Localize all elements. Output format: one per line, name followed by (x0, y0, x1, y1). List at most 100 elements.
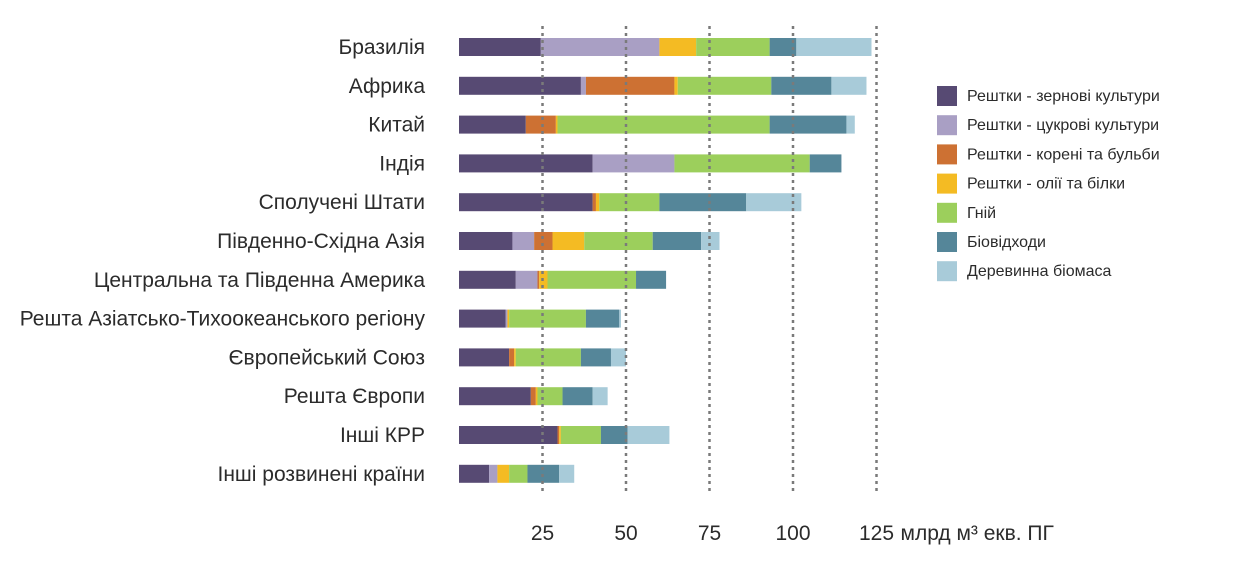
bar-segment (701, 232, 720, 250)
category-label: Решта Азіатсько-Тихоокеанського регіону (20, 308, 426, 331)
category-label: Африка (349, 75, 426, 98)
bar-segment (557, 115, 770, 134)
bars (459, 38, 872, 483)
legend-swatch (937, 232, 957, 252)
bar-segment (459, 387, 531, 406)
legend-label: Біовідходи (967, 234, 1046, 251)
bar-segment (559, 426, 561, 444)
gridlines (541, 26, 878, 495)
bar-segment (459, 76, 581, 95)
bar-segment (600, 426, 628, 444)
bar-segment (537, 270, 540, 289)
bar-segment (507, 309, 510, 328)
bar-segment (509, 348, 515, 367)
x-tick-label: 50 (614, 522, 637, 545)
legend-swatch (937, 115, 957, 136)
bar-segment (555, 115, 558, 134)
legend-label: Гній (967, 205, 996, 222)
bar-segment (515, 270, 538, 289)
legend-swatch (937, 173, 957, 194)
bar-segment (846, 115, 855, 134)
bar-segment (831, 76, 867, 95)
bar-segment (592, 387, 608, 406)
bar-segment (527, 464, 560, 483)
bar-segment (459, 154, 593, 173)
bar-segment (562, 387, 593, 406)
bar-segment (559, 464, 575, 483)
legend-label: Рештки - зернові культури (967, 88, 1160, 105)
bar-segment (595, 193, 600, 212)
category-label: Інші розвинені країни (218, 463, 426, 486)
bar-segment (592, 154, 675, 173)
bar-segment (497, 464, 510, 483)
bar-segment (585, 76, 675, 95)
bar-segment (530, 387, 536, 406)
bar-segment (459, 426, 558, 444)
x-tick-label: 125 (859, 522, 894, 545)
x-tick-label: 75 (698, 522, 721, 545)
x-tick-label: 100 (775, 522, 810, 545)
legend-label: Рештки - цукрові культури (967, 117, 1159, 134)
category-label: Індія (379, 152, 425, 175)
legend-swatch (937, 86, 957, 106)
legend-label: Рештки - олії та білки (967, 176, 1125, 193)
bar-segment (459, 348, 510, 367)
bar-segment (769, 38, 797, 56)
bar-segment (547, 270, 637, 289)
legend-swatch (937, 202, 957, 223)
bar-segment (592, 193, 596, 212)
x-tick-label: 25 (531, 522, 554, 545)
bar-segment (560, 426, 601, 444)
category-label: Решта Європи (284, 385, 425, 408)
bar-segment (459, 270, 516, 289)
bar-segment (585, 309, 620, 328)
legend-label: Рештки - корені та бульби (967, 146, 1160, 163)
bar-segment (636, 270, 667, 289)
x-axis-label: млрд м³ екв. ПГ (901, 522, 1054, 545)
bar-segment (796, 38, 872, 56)
x-axis-ticks: млрд м³ екв. ПГ 25 50 75 100 125 (531, 522, 1054, 545)
legend-label: Деревинна біомаса (967, 263, 1112, 280)
category-labels: Бразилія Африка Китай Індія Сполучені Штати П… (20, 36, 426, 486)
legend-swatch (937, 144, 957, 165)
category-label: Сполучені Штати (259, 191, 425, 214)
bar-segment (525, 115, 556, 134)
bar-segment (652, 232, 702, 250)
bar-segment (674, 154, 810, 173)
bar-segment (659, 38, 697, 56)
category-label: Бразилія (338, 36, 425, 59)
bar-segment (610, 348, 626, 367)
category-label: Китай (368, 114, 425, 137)
category-label: Центральна та Південна Америка (94, 269, 425, 292)
bar-segment (674, 76, 678, 95)
bar-segment (584, 232, 653, 250)
bar-segment (537, 387, 563, 406)
legend: Рештки - зернові культури Рештки - цукров… (937, 86, 1160, 282)
legend-swatch (937, 261, 957, 282)
bar-segment (509, 309, 586, 328)
category-label: Європейський Союз (228, 346, 425, 369)
bar-segment (771, 76, 832, 95)
bar-segment (540, 38, 660, 56)
bar-segment (552, 232, 585, 250)
bar-segment (746, 193, 802, 212)
category-label: Південно-Східна Азія (217, 230, 425, 253)
bar-segment (512, 232, 535, 250)
bar-segment (459, 38, 541, 56)
bar-segment (505, 309, 508, 328)
bar-segment (557, 426, 560, 444)
bar-segment (627, 426, 670, 444)
bar-segment (534, 232, 553, 250)
bar-segment (580, 76, 586, 95)
bar-segment (535, 387, 538, 406)
bar-segment (514, 348, 516, 367)
bar-segment (677, 76, 772, 95)
bar-segment (599, 193, 660, 212)
bar-segment (489, 464, 498, 483)
bar-segment (459, 193, 593, 212)
bar-segment (509, 464, 528, 483)
bar-segment (515, 348, 581, 367)
category-label: Інші КРР (340, 424, 425, 447)
bar-segment (696, 38, 770, 56)
